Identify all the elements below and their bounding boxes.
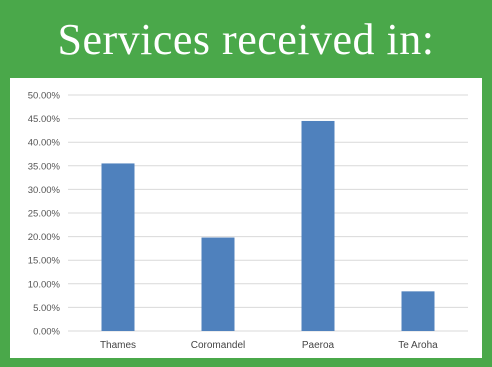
- gridlines: [68, 94, 468, 332]
- bar-paeroa: [301, 120, 335, 332]
- bars: [101, 120, 435, 332]
- y-tick-label: 5.00%: [33, 303, 60, 314]
- bar-coromandel: [201, 237, 235, 331]
- chart-panel: 0.00% 5.00% 10.00% 15.00% 20.00% 25.00% 30.00%…: [10, 78, 482, 358]
- y-tick-label: 20.00%: [28, 232, 61, 243]
- y-tick-label: 45.00%: [28, 114, 61, 125]
- x-category-label: Te Aroha: [398, 340, 438, 351]
- bar-thames: [101, 163, 135, 331]
- y-axis-ticks: 0.00% 5.00% 10.00% 15.00% 20.00% 25.00% 30.00%…: [28, 91, 61, 338]
- y-tick-label: 50.00%: [28, 91, 61, 102]
- x-axis-categories: Thames Coromandel Paeroa Te Aroha: [100, 340, 438, 351]
- bar-chart: 0.00% 5.00% 10.00% 15.00% 20.00% 25.00% 30.00%…: [28, 91, 468, 351]
- x-category-label: Paeroa: [302, 340, 335, 351]
- y-tick-label: 15.00%: [28, 256, 61, 267]
- y-tick-label: 35.00%: [28, 161, 61, 172]
- y-tick-label: 0.00%: [33, 327, 60, 338]
- x-category-label: Coromandel: [191, 340, 245, 351]
- bar-te-aroha: [401, 291, 435, 331]
- x-category-label: Thames: [100, 340, 136, 351]
- y-tick-label: 25.00%: [28, 209, 61, 220]
- page-title: Services received in:: [57, 15, 435, 64]
- y-tick-label: 30.00%: [28, 185, 61, 196]
- y-tick-label: 10.00%: [28, 279, 61, 290]
- y-tick-label: 40.00%: [28, 138, 61, 149]
